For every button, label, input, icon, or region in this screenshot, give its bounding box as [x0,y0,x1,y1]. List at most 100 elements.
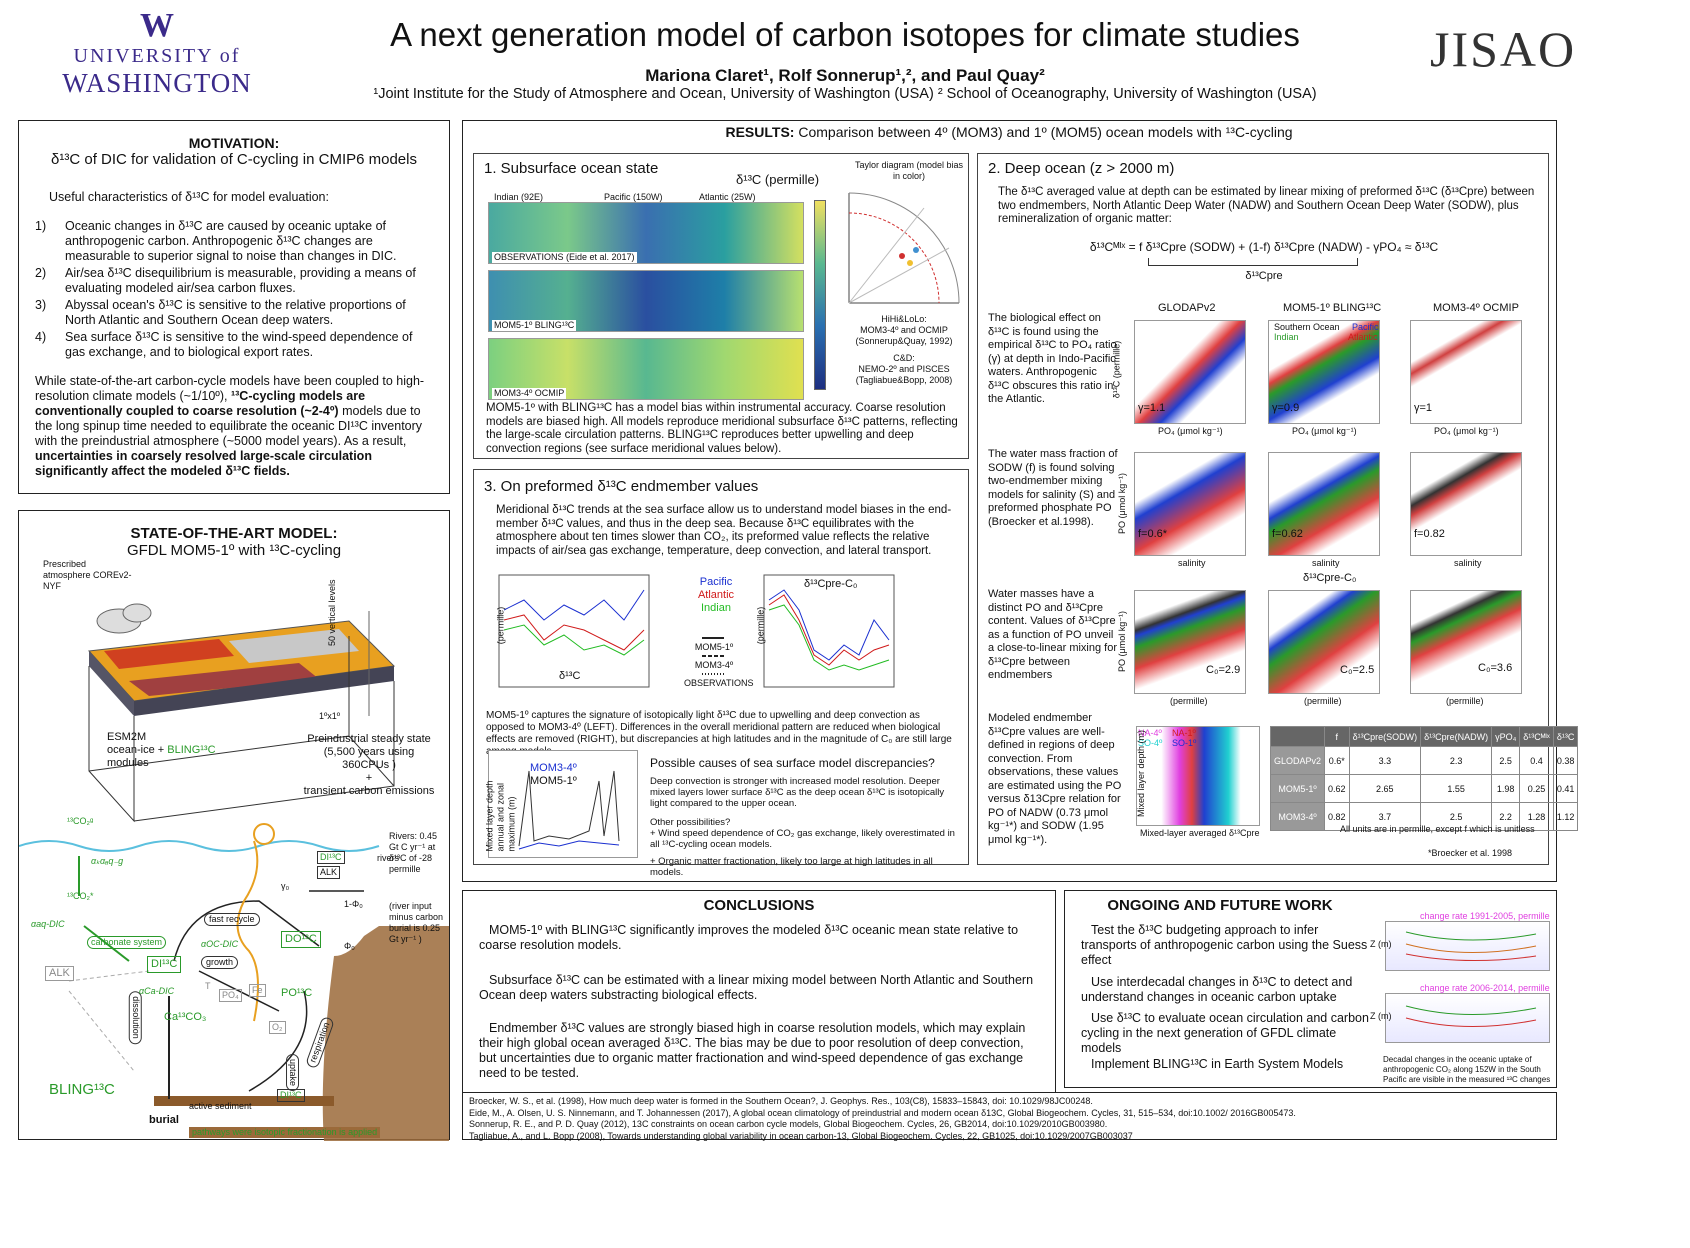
legend-mom3: MOM3-4º [694,660,734,670]
item-text: Abyssal ocean's δ¹³C is sensitive to the… [65,298,406,327]
row2-text: The water mass fraction of SODW (f) is f… [988,448,1118,528]
item-number: 3) [35,298,47,312]
table-row: GLODAPv2 0.6* 3.3 2.3 2.5 0.4 0.38 [1269,746,1579,775]
map-slab-front [134,666,394,716]
table-header: δ¹³Cpre(SODW) [1348,726,1422,747]
subsurface-caption: MOM5-1º with BLING¹³C has a model bias w… [486,402,958,455]
table-cell: 2.5 [1420,802,1493,831]
burial-label: burial [149,1114,179,1126]
legend-atlantic: Atlantic [697,589,735,601]
reference-item: Tagliabue, A., and L. Bopp (2008), Towar… [469,1130,1133,1141]
table-header: δ¹³C [1552,726,1579,747]
row1-legend-so: Southern Ocean [1274,322,1340,332]
phi-label: Φ₀ [344,941,355,951]
preformed-intro: Meridional δ¹³C trends at the sea surfac… [496,504,952,557]
pre-plot-glodap [1134,590,1246,694]
contour-line [1405,1005,1537,1015]
poster-affiliation: ¹Joint Institute for the Study of Atmosp… [373,86,1317,102]
results-heading-rest: Comparison between 4º (MOM3) and 1º (MOM… [794,124,1293,140]
legend-hihi-text: MOM3-4º and OCMIP (Sonnerup&Quay, 1992) [855,325,953,346]
c0-value: C₀=2.5 [1340,664,1375,676]
future-heading: ONGOING AND FUTURE WORK [1107,897,1333,914]
mld-legend: MOM3-4º MOM5-1º [530,762,577,788]
para-bold: uncertainties in coarsely resolved large… [35,449,372,478]
esm-line2: ocean-ice + BLING¹³C [107,744,216,756]
col-header: GLODAPv2 [1158,302,1216,314]
vertical-levels-label: 50 vertical levels [327,579,337,646]
f-value: f=0.82 [1414,528,1445,540]
taylor-point [899,253,905,259]
preformed-panel: 3. On preformed δ¹³C endmember values Me… [473,469,969,878]
row3-xlabel: (permille) [1446,696,1484,706]
taylor-diagram [848,192,960,304]
deep-title: 2. Deep ocean (z > 2000 m) [988,160,1175,177]
mld-mom5-line [518,770,620,847]
salinity-plot-mom5 [1268,452,1380,556]
row1-legend-indian: Indian [1274,332,1299,342]
taylor-ref-arc [848,212,940,304]
table-cell: 2.5 [1491,746,1521,775]
row1-xlabel: PO₄ (μmol kg⁻¹) [1434,426,1499,436]
alk-dashed-link [68,990,135,1072]
uptake-label: uptake [286,1053,300,1092]
table-cell: 1.28 [1519,802,1554,831]
change-plot-2 [1385,993,1550,1043]
motivation-subtitle: δ¹³C of DIC for validation of C-cycling … [51,151,417,168]
alpha-oc-label: αOC-DIC [201,939,239,949]
carbonate-system-label: carbonate system [87,936,167,949]
caco3-label: Ca¹³CO₃ [164,1011,207,1023]
row1-ylabel: δ¹³C (permille) [1111,340,1122,399]
uw-line2: WASHINGTON [62,68,252,98]
alpha-k-label: αₖαₐq₋g [91,856,124,866]
legend-cd-text: NEMO-2º and PISCES (Tagliabue&Bopp, 2008… [855,364,953,385]
right-indian-line [768,604,890,671]
motivation-panel: MOTIVATION: δ¹³C of DIC for validation o… [18,120,450,494]
table-cell: GLODAPv2 [1269,746,1326,775]
table-cell: 1.12 [1552,802,1579,831]
mixing-equation: δ¹³Cᴹᴵˣ = f δ¹³Cpre (SODW) + (1-f) δ¹³Cp… [1089,240,1439,254]
hist-legend-na1: NA-1º [1172,728,1196,738]
right-pacific-line [768,589,890,661]
uw-w-mark: W [140,7,174,44]
change-contours-1 [1405,931,1537,962]
fe-label: Fe [249,984,266,997]
fast-recycle-label: fast recycle [204,913,260,926]
table-cell: 1.98 [1491,774,1521,803]
rivers-alk-box: ALK [317,866,341,879]
row3-header: δ¹³Cpre-C₀ [1303,572,1357,584]
active-sediment-label: active sediment [189,1101,252,1111]
conclusion-item: Subsurface δ¹³C can be estimated with a … [479,973,1034,1002]
taylor-outer-arc [848,192,960,304]
map-slab-left [89,651,134,716]
o2-label: O₂ [269,1021,286,1034]
jisao-logo: JISAO [1430,21,1577,77]
model-heading: STATE-OF-THE-ART MODEL: [130,525,338,542]
model-subtitle: GFDL MOM5-1º with ¹³C-cycling [126,542,342,559]
motivation-list: 1) Oceanic changes in δ¹³C are caused by … [35,219,433,360]
one-minus-phi-label: 1-Φ₀ [344,899,363,909]
table-header [1269,726,1326,747]
alk-dashed-link [68,970,150,982]
poc-label: PO¹³C [281,987,313,999]
uw-line1: UNIVERSITY of [73,45,241,67]
map-land-region [229,629,359,663]
esm-label: ESM2M ocean-ice + BLING¹³C modules [107,731,227,770]
sea-surface-wave [19,840,380,852]
table-cell: 0.41 [1552,774,1579,803]
table-cell: 2.65 [1348,774,1422,803]
model-panel: STATE-OF-THE-ART MODEL: GFDL MOM5-1º wit… [18,510,450,1141]
row3-xlabel: (permille) [1170,696,1208,706]
future-item: Use δ¹³C to evaluate ocean circulation a… [1081,1011,1369,1055]
subsurface-title: 1. Subsurface ocean state [484,160,659,177]
table-cell: 2.2 [1491,802,1521,831]
esm-line1: ESM2M [107,731,147,743]
active-sediment-bar [154,1096,334,1106]
legend-mom5: MOM5-1º [694,642,734,652]
legend-hihi: HiHi&LoLo: [881,314,927,324]
reference-item: Eide, M., A. Olsen, U. S. Ninnemann, and… [469,1107,1296,1118]
other-title: Other possibilities? [650,817,731,828]
bling-label: BLING¹³C [49,1081,115,1098]
light-ray [236,840,259,1022]
row2-xlabel: salinity [1454,558,1482,568]
causes-text: Deep convection is stronger with increas… [650,776,945,809]
